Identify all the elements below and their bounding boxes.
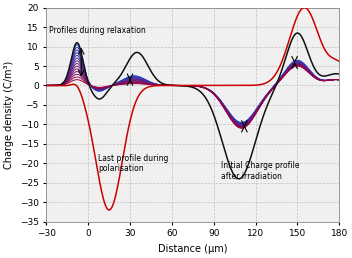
Text: Initial Charge profile
after irradiation: Initial Charge profile after irradiation: [221, 162, 299, 181]
Y-axis label: Charge density (C/m³): Charge density (C/m³): [4, 61, 14, 169]
X-axis label: Distance (µm): Distance (µm): [158, 244, 227, 254]
Text: Last profile during
polarisation: Last profile during polarisation: [98, 154, 168, 173]
Text: Profiles during relaxation: Profiles during relaxation: [49, 26, 146, 35]
